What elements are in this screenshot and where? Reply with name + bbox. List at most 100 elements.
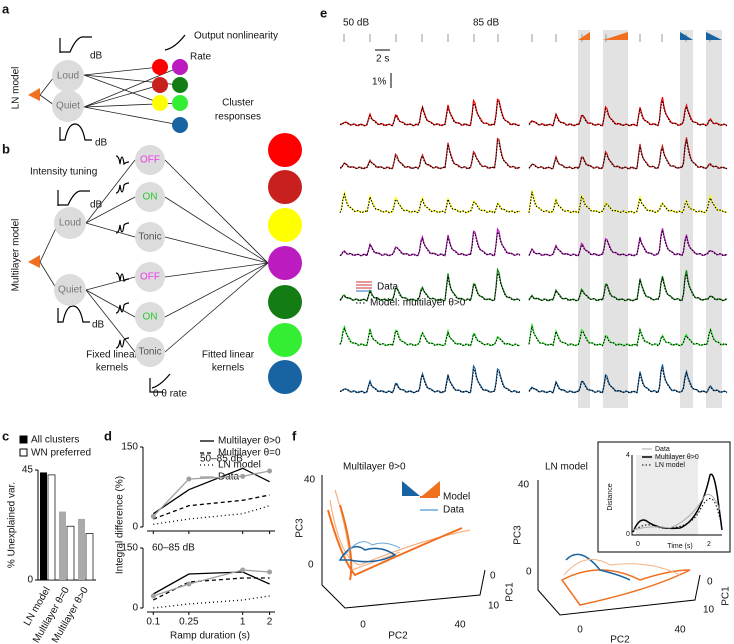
data-point (150, 593, 156, 599)
shape (39, 227, 57, 289)
x-tick-label: 0.25 (179, 617, 199, 628)
level-label: 50 dB (343, 18, 369, 29)
connection (85, 262, 269, 318)
y-tick-label: 0 (132, 603, 138, 614)
cluster-dot (268, 323, 302, 357)
output-label: Output nonlinearity (194, 31, 278, 42)
trajectory-model (338, 545, 397, 563)
series-line (153, 494, 270, 520)
legend-label: Model (443, 492, 470, 503)
panel-letter: d (104, 428, 112, 443)
kernel-sketch (115, 155, 130, 166)
tick-label: 2 (707, 541, 711, 548)
kernel-sketch (115, 272, 130, 283)
panel-letter: f (292, 428, 297, 443)
input-triangle (28, 255, 40, 268)
cluster-dot (268, 246, 302, 280)
data-point (267, 569, 273, 575)
axis-label: Time (s) (667, 543, 692, 550)
cluster-dot (268, 170, 302, 204)
legend-label: Multilayer θ>0 (655, 454, 699, 461)
model-label: LN model (11, 67, 22, 110)
inset-line (632, 498, 723, 533)
x-tick-label: 0.1 (146, 617, 160, 628)
model-trace (339, 191, 728, 214)
model-trace (339, 139, 728, 170)
node-label: Loud (57, 71, 79, 82)
tick-label: 10 (703, 605, 715, 616)
legend-label: Multilayer θ=0 (218, 448, 281, 459)
connection (85, 159, 269, 264)
model-trace (339, 271, 728, 302)
axis-label: PC3 (513, 525, 524, 545)
tick-label: 10 (488, 601, 500, 612)
cluster-dot (152, 77, 168, 93)
model-trace (339, 230, 728, 257)
nonlinearity-sketch (164, 34, 186, 51)
connection (85, 262, 269, 291)
stimulus-band (706, 30, 722, 408)
ramp-icon (402, 481, 420, 496)
kernel-node (135, 222, 165, 252)
cluster-dot (268, 360, 302, 394)
series-line (152, 467, 270, 515)
data-point (150, 513, 156, 519)
model-label: Multilayer model (11, 219, 22, 292)
tick-label: 0 (707, 577, 713, 588)
loud-node (54, 207, 86, 239)
legend-label: All clusters (31, 435, 79, 446)
subplot-title: LN model (545, 462, 588, 473)
legend-label: Data (443, 505, 465, 516)
y-axis-label: % Unexplained var. (7, 482, 18, 568)
inset-axes (631, 455, 722, 536)
response-trace (339, 189, 728, 214)
nonlinearity-sketch (149, 373, 171, 393)
loud-node (52, 60, 84, 92)
time-scale: 2 s (376, 54, 389, 65)
trajectory-model (560, 569, 691, 606)
legend-data-swatch (356, 281, 372, 292)
model-trace (339, 100, 728, 127)
node-label: Quiet (58, 285, 82, 296)
axis-label: PC1 (505, 582, 516, 602)
series-line (153, 595, 270, 609)
tick-label: 4 (626, 452, 630, 459)
quiet-node (54, 274, 86, 306)
series-line (153, 569, 270, 597)
panel-letter: e (320, 5, 327, 20)
node-label: Quiet (56, 101, 80, 112)
bar (85, 533, 94, 581)
kernel-label: ON (143, 192, 158, 203)
bar (59, 511, 66, 580)
db-label: dB (92, 320, 105, 331)
tuning-sketch (57, 305, 90, 323)
shape (39, 66, 181, 126)
legend-label: Data (655, 446, 670, 453)
level-label: 85 dB (473, 18, 499, 29)
x-tick-label: 2 (267, 617, 273, 628)
axis-label: PC2 (610, 635, 630, 644)
trajectory-data (563, 558, 681, 576)
axis-label: Distance (607, 483, 614, 510)
tuning-sketch (57, 190, 90, 206)
cluster-dot (172, 117, 188, 133)
tuning-sketch (59, 123, 92, 141)
cluster-label: responses (215, 112, 261, 123)
tick-label: 0 (636, 541, 640, 548)
panel-a: a LN model Loud Quiet dB dB Output nonli… (2, 1, 278, 148)
kernel-sketch (115, 222, 130, 234)
x-axis-label: Ramp duration (s) (170, 631, 250, 642)
legend-label: WN preferred (31, 448, 91, 459)
panel-d: d Integral difference (%) Ramp duration … (104, 428, 281, 641)
cluster-dot (268, 285, 302, 319)
data-point (186, 581, 192, 587)
kernel-node (135, 262, 165, 292)
axis-label: PC1 (721, 586, 732, 606)
y-tick-label: 150 (121, 442, 138, 453)
tick-label: 40 (304, 475, 316, 486)
tick-label: 40 (518, 480, 530, 491)
cluster-dot (268, 133, 302, 167)
fixed-label: Fixed linear (86, 350, 138, 361)
series-line (153, 577, 270, 601)
